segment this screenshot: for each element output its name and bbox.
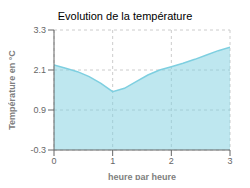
svg-text:2.1: 2.1 <box>33 65 46 75</box>
svg-text:1: 1 <box>110 156 115 166</box>
svg-text:3: 3 <box>227 156 232 166</box>
html-text:Evolution de la température: Evolution de la température <box>57 10 193 22</box>
svg-text:-0.3: -0.3 <box>30 145 46 155</box>
svg-text:2: 2 <box>169 156 174 166</box>
svg-text:Température en °C: Température en °C <box>8 50 17 130</box>
svg-text:0.9: 0.9 <box>33 105 46 115</box>
svg-text:heure par heure: heure par heure <box>108 172 176 180</box>
svg-text:0: 0 <box>51 156 56 166</box>
svg-text:3.3: 3.3 <box>33 25 46 35</box>
